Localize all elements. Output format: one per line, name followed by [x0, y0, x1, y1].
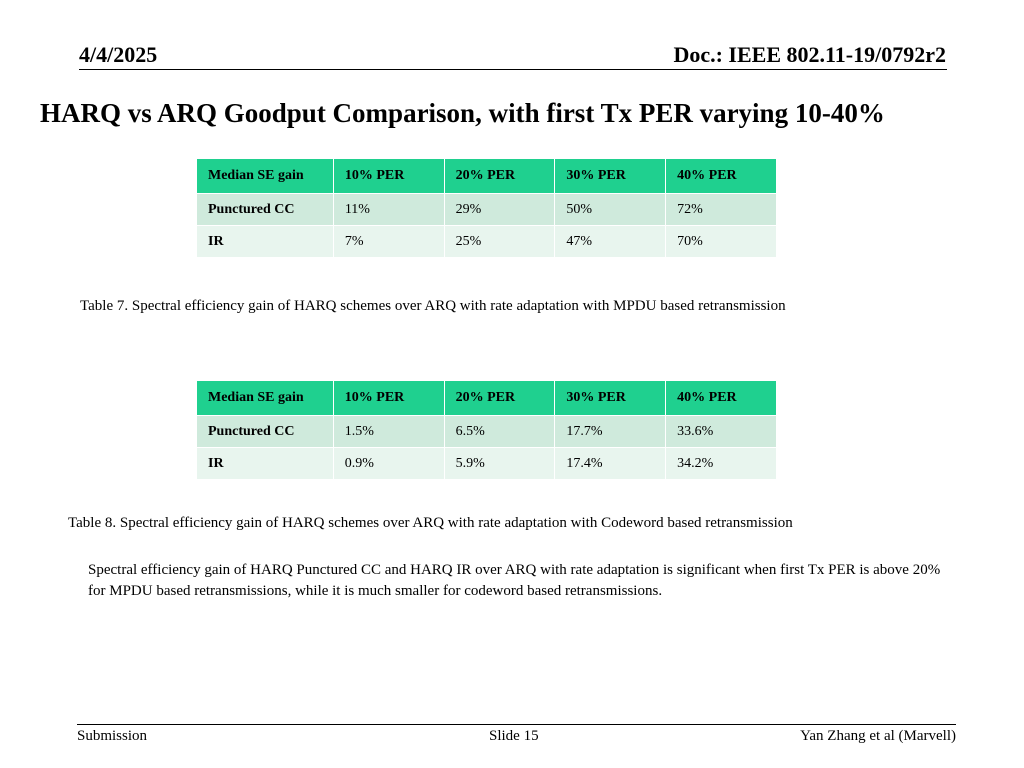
table-cell: Punctured CC	[196, 193, 334, 226]
table-cell: 5.9%	[443, 447, 556, 480]
table-cell: 47%	[554, 225, 667, 258]
summary-paragraph: Spectral efficiency gain of HARQ Punctur…	[88, 562, 941, 599]
table-cell: 11%	[332, 193, 445, 226]
footer-authors: Yan Zhang et al (Marvell)	[800, 728, 956, 744]
table-8: Median SE gain 10% PER 20% PER 30% PER 4…	[196, 380, 777, 480]
header-doc-id: Doc.: IEEE 802.11-19/0792r2	[673, 42, 946, 67]
table-header-cell: Median SE gain	[196, 380, 334, 416]
table-7-caption: Table 7. Spectral efficiency gain of HAR…	[80, 298, 786, 314]
table-cell: Punctured CC	[196, 415, 334, 448]
table-cell: 34.2%	[665, 447, 777, 480]
footer-submission: Submission	[77, 728, 148, 744]
table-cell: 1.5%	[332, 415, 445, 448]
table-cell: 7%	[332, 225, 445, 258]
footer-slide-number: Slide 15	[489, 728, 539, 744]
table-7: Median SE gain 10% PER 20% PER 30% PER 4…	[196, 158, 777, 258]
table-row: IR 0.9% 5.9% 17.4% 34.2%	[196, 447, 777, 480]
table-header-cell: 30% PER	[554, 158, 667, 194]
table-row: IR 7% 25% 47% 70%	[196, 225, 777, 258]
table-row: Punctured CC 11% 29% 50% 72%	[196, 193, 777, 226]
table-cell: 50%	[554, 193, 667, 226]
table-header-row: Median SE gain 10% PER 20% PER 30% PER 4…	[196, 158, 777, 194]
footer-divider	[77, 724, 956, 725]
slide-title: HARQ vs ARQ Goodput Comparison, with fir…	[40, 98, 885, 128]
table-cell: 72%	[665, 193, 777, 226]
table-header-cell: 40% PER	[665, 158, 777, 194]
table-cell: 70%	[665, 225, 777, 258]
table-header-cell: 20% PER	[443, 158, 556, 194]
header-date: 4/4/2025	[79, 42, 158, 67]
table-cell: 25%	[443, 225, 556, 258]
table-header-cell: 30% PER	[554, 380, 667, 416]
table-header-cell: Median SE gain	[196, 158, 334, 194]
table-header-cell: 10% PER	[332, 158, 445, 194]
table-row: Punctured CC 1.5% 6.5% 17.7% 33.6%	[196, 415, 777, 448]
table-header-cell: 20% PER	[443, 380, 556, 416]
table-8-caption: Table 8. Spectral efficiency gain of HAR…	[68, 515, 793, 531]
table-cell: 0.9%	[332, 447, 445, 480]
table-cell: 17.4%	[554, 447, 667, 480]
table-header-row: Median SE gain 10% PER 20% PER 30% PER 4…	[196, 380, 777, 416]
header-divider	[79, 69, 947, 70]
table-cell: 33.6%	[665, 415, 777, 448]
table-cell: 6.5%	[443, 415, 556, 448]
table-cell: 29%	[443, 193, 556, 226]
table-cell: IR	[196, 225, 334, 258]
table-header-cell: 40% PER	[665, 380, 777, 416]
table-header-cell: 10% PER	[332, 380, 445, 416]
table-cell: 17.7%	[554, 415, 667, 448]
table-cell: IR	[196, 447, 334, 480]
